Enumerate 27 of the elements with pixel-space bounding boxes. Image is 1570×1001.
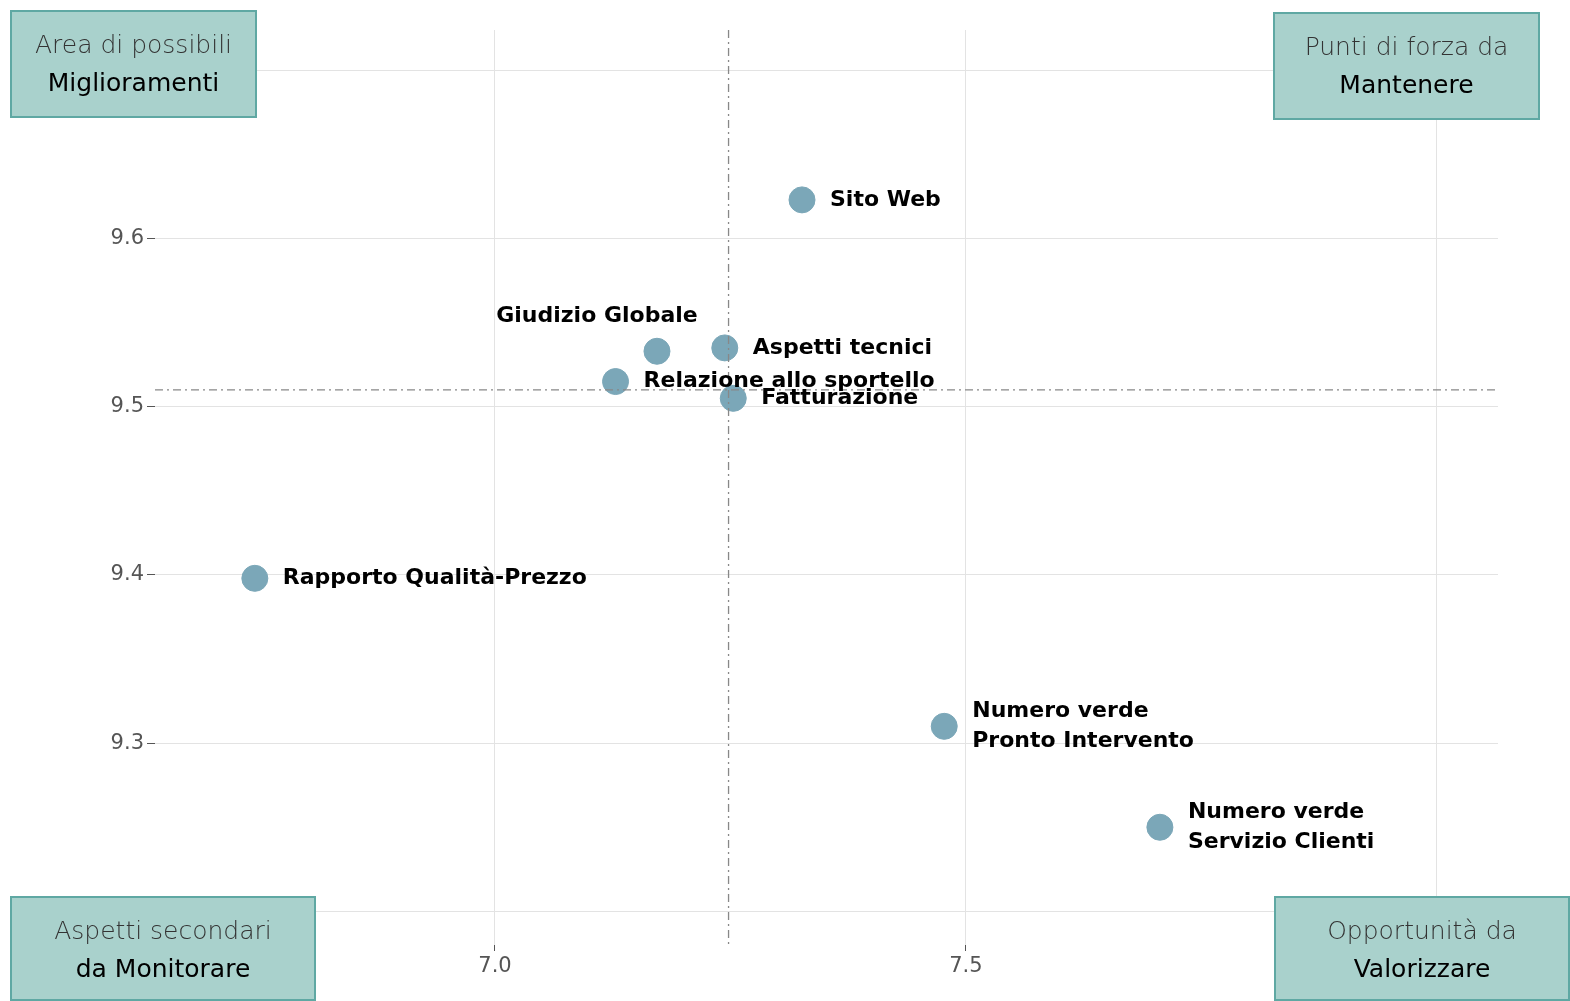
quadrant-label-box: Punti di forza da Mantenere (1273, 12, 1540, 120)
annotation: Opportunità da Valorizzare (1326, 915, 1518, 985)
quadrant-label-box: Area di possibili Miglioramenti (10, 10, 257, 118)
point (788, 186, 816, 214)
y-tick-label: 9.5 (110, 393, 144, 418)
point (1146, 813, 1174, 841)
annotation: Area di possibili Miglioramenti (33, 29, 234, 99)
point (602, 368, 630, 396)
annotation: Punti di forza da Mantenere (1303, 31, 1510, 101)
annotation: Giudizio Globale (496, 301, 698, 327)
point (930, 712, 958, 740)
quadrant-label-box: Aspetti secondari da Monitorare (10, 896, 316, 1001)
point (643, 337, 671, 365)
annotation: Rapporto Qualità-Prezzo (282, 564, 587, 590)
y-tick-label: 9.6 (110, 225, 144, 250)
annotation: Numero verde Pronto Intervento (972, 697, 1194, 753)
point (241, 564, 269, 592)
quadrant-label-box: Opportunità da Valorizzare (1274, 896, 1570, 1001)
x-tick-label: 7.0 (478, 953, 512, 978)
y-tick-label: 9.3 (110, 729, 144, 754)
annotation: Aspetti tecnici (752, 333, 933, 359)
x-tick-label: 7.5 (949, 953, 983, 978)
y-tick-label: 9.4 (110, 561, 144, 586)
point (711, 334, 739, 362)
annotation: Numero verde Servizio Clienti (1187, 797, 1375, 853)
annotation: Aspetti secondari da Monitorare (53, 915, 273, 985)
annotation: Sito Web (830, 185, 941, 211)
